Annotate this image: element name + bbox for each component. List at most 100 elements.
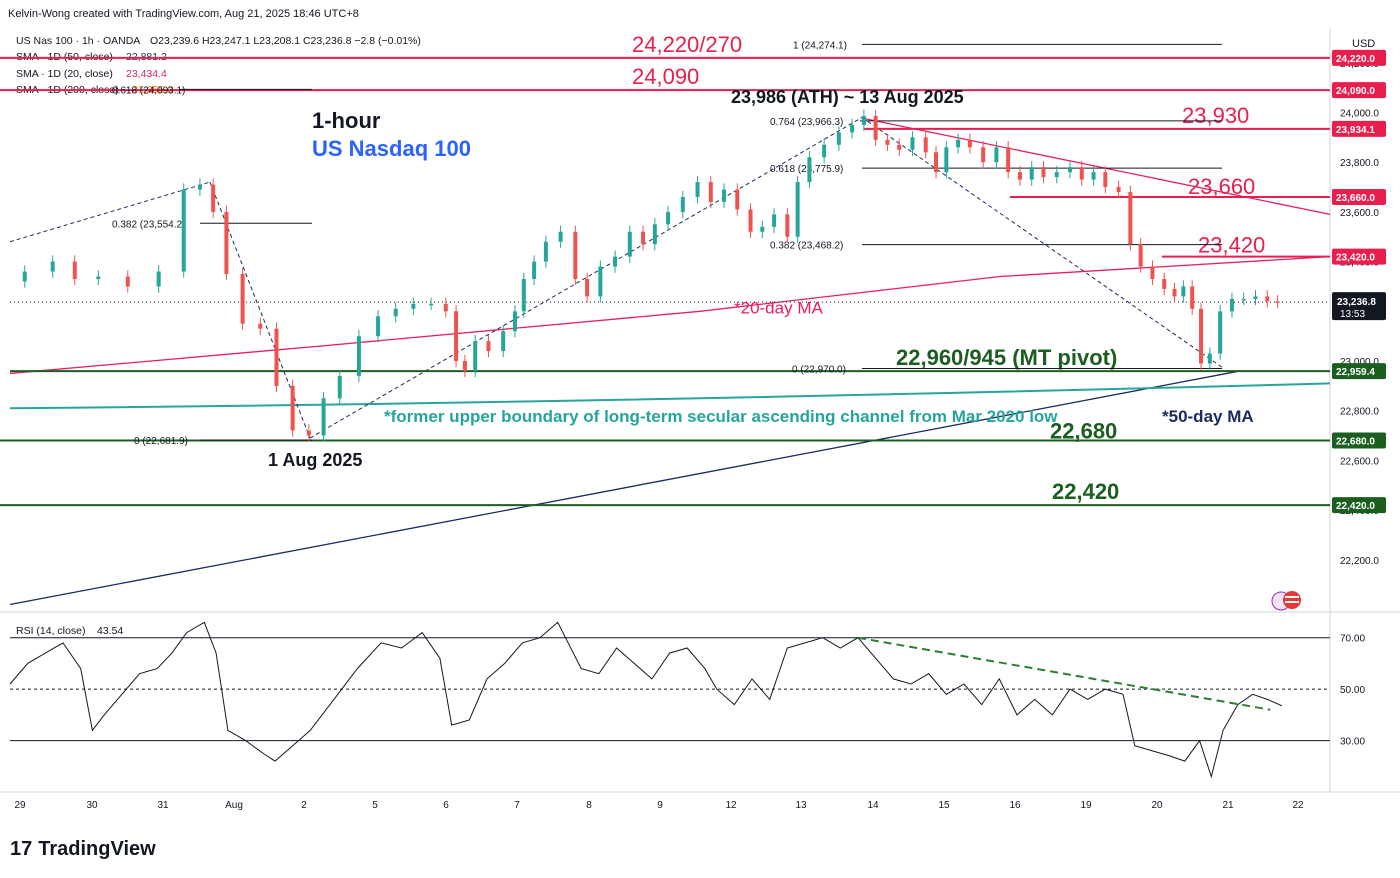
candle: [197, 184, 202, 190]
axis-badge-label: 23,934.1: [1336, 125, 1375, 136]
level-label: 22,420: [1052, 479, 1119, 504]
candle: [96, 276, 101, 279]
candle: [807, 157, 812, 183]
candle: [956, 139, 961, 148]
axis-badge: [1332, 49, 1386, 66]
x-tick-label: 13: [795, 800, 807, 811]
low-annotation: 1 Aug 2025: [268, 450, 362, 470]
candle: [722, 189, 727, 202]
rsi-level-label: 70.00: [1340, 634, 1365, 645]
fib-label: 0.618 (23,775.9): [770, 164, 843, 175]
candle: [337, 375, 342, 399]
candle: [897, 144, 902, 150]
candle: [885, 139, 890, 145]
candle: [585, 278, 590, 297]
candle: [1150, 266, 1155, 279]
fib-label: 0.764 (23,966.3): [770, 117, 843, 128]
swing-line: [861, 117, 1223, 368]
candle: [1241, 298, 1246, 301]
x-tick-label: Aug: [225, 800, 243, 811]
candle: [290, 385, 295, 431]
candle: [1199, 308, 1204, 364]
axis-badge-label: 24,090.0: [1336, 86, 1375, 97]
level-label: 24,220/270: [632, 32, 742, 57]
candle: [411, 303, 416, 309]
axis-badge: [1332, 120, 1386, 137]
level-label: 23,660: [1188, 174, 1255, 199]
fib-label: 0.382 (23,554.2): [112, 219, 185, 230]
y-tick-label: 22,800.0: [1340, 407, 1379, 418]
axis-badge: [1332, 188, 1386, 205]
brand-name: TradingView: [38, 838, 156, 860]
candle: [1128, 192, 1133, 245]
candle: [613, 256, 618, 267]
legend-sma20: SMA · 1D (20, close): [16, 68, 113, 80]
y-tick-label: 23,800.0: [1340, 158, 1379, 169]
candle: [708, 182, 713, 202]
candle: [772, 214, 777, 227]
candle: [1054, 172, 1059, 178]
candle: [1275, 301, 1280, 303]
axis-badge-label: 22,420.0: [1336, 501, 1375, 512]
x-tick-label: 22: [1292, 800, 1304, 811]
swing-line: [9, 181, 211, 243]
candle: [356, 336, 361, 376]
candle: [1006, 147, 1011, 173]
candle: [666, 211, 671, 225]
axis-badge-label: 22,959.4: [1336, 367, 1375, 378]
level-label: 22,680: [1050, 419, 1117, 444]
rsi-value: 43.54: [97, 625, 123, 637]
candle: [652, 224, 657, 245]
axis-badge: [1332, 248, 1386, 265]
x-tick-label: 16: [1009, 800, 1021, 811]
x-tick-label: 5: [372, 800, 378, 811]
candle: [836, 132, 841, 145]
candle: [1172, 288, 1177, 297]
attribution: Kelvin-Wong created with TradingView.com…: [8, 8, 359, 20]
candle: [22, 271, 27, 282]
candle: [1079, 167, 1084, 180]
fib-label: 1 (24,274.1): [793, 40, 847, 51]
candle: [735, 189, 740, 210]
ath-annotation: 23,986 (ATH) ~ 13 Aug 2025: [731, 87, 964, 107]
y-tick-label: 23,000.0: [1340, 357, 1379, 368]
candle: [1091, 172, 1096, 180]
candle: [50, 261, 55, 272]
x-tick-label: 15: [938, 800, 950, 811]
x-tick-label: 20: [1151, 800, 1163, 811]
candle: [558, 231, 563, 242]
fib-label: 0.382 (23,468.2): [770, 241, 843, 252]
candle: [486, 341, 491, 352]
channel-boundary-line: [9, 382, 1331, 410]
candle: [1041, 167, 1046, 178]
candle: [1068, 167, 1072, 173]
candle: [125, 276, 130, 287]
candle: [627, 231, 632, 257]
candle: [967, 139, 972, 148]
rsi-label: RSI (14, close): [16, 625, 85, 637]
axis-badge-label: 22,680.0: [1336, 437, 1375, 448]
x-tick-label: 9: [657, 800, 663, 811]
fib-label: 0.618 (24,093.1): [112, 85, 185, 96]
candle: [1207, 353, 1212, 364]
last-price-badge: [1332, 292, 1386, 321]
x-tick-label: 19: [1080, 800, 1092, 811]
candle: [680, 196, 685, 212]
last-price-value: 23,236.8: [1337, 297, 1376, 308]
tradingview-brand[interactable]: 17 TradingView: [10, 838, 156, 861]
candle: [1190, 286, 1195, 309]
candle: [532, 261, 537, 279]
candle: [641, 231, 646, 245]
x-tick-label: 7: [514, 800, 520, 811]
candle: [1103, 172, 1108, 188]
candle: [443, 303, 448, 312]
y-tick-label: 24,000.0: [1340, 108, 1379, 119]
candle: [274, 328, 279, 386]
sma20-line: [9, 255, 1331, 375]
candle: [785, 214, 790, 237]
flag-icon[interactable]: [1271, 591, 1301, 611]
candle: [156, 271, 161, 287]
axis-badge-label: 23,420.0: [1336, 253, 1375, 264]
ma50-annotation: *50-day MA: [1162, 407, 1254, 426]
